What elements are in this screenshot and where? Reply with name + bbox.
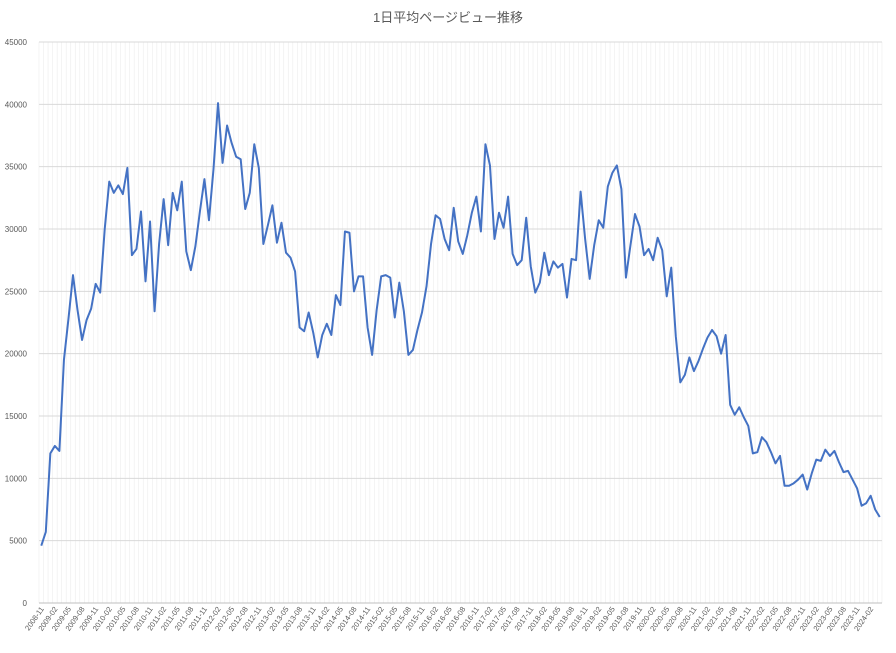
- y-tick-label: 5000: [9, 537, 27, 546]
- series-line: [40, 102, 881, 546]
- y-tick-label: 25000: [5, 287, 28, 296]
- y-tick-label: 40000: [5, 100, 28, 109]
- y-tick-label: 10000: [5, 474, 28, 483]
- y-tick-label: 45000: [5, 38, 28, 47]
- chart-title: 1日平均ページビュー推移: [373, 10, 523, 25]
- y-tick-label: 20000: [5, 350, 28, 359]
- y-axis-tick-labels: 0 5000 10000 15000 20000 25000 30000 35000 40000…: [5, 38, 28, 608]
- y-tick-label: 30000: [5, 225, 28, 234]
- major-gridlines: [39, 41, 882, 542]
- minor-gridlines: [38, 42, 883, 603]
- series-group: [40, 102, 881, 546]
- y-tick-label: 15000: [5, 412, 28, 421]
- y-tick-label: 35000: [5, 163, 28, 172]
- y-tick-label: 0: [23, 599, 28, 608]
- x-axis-tick-labels: 2008-112009-022009-052009-082009-112010-…: [23, 605, 875, 633]
